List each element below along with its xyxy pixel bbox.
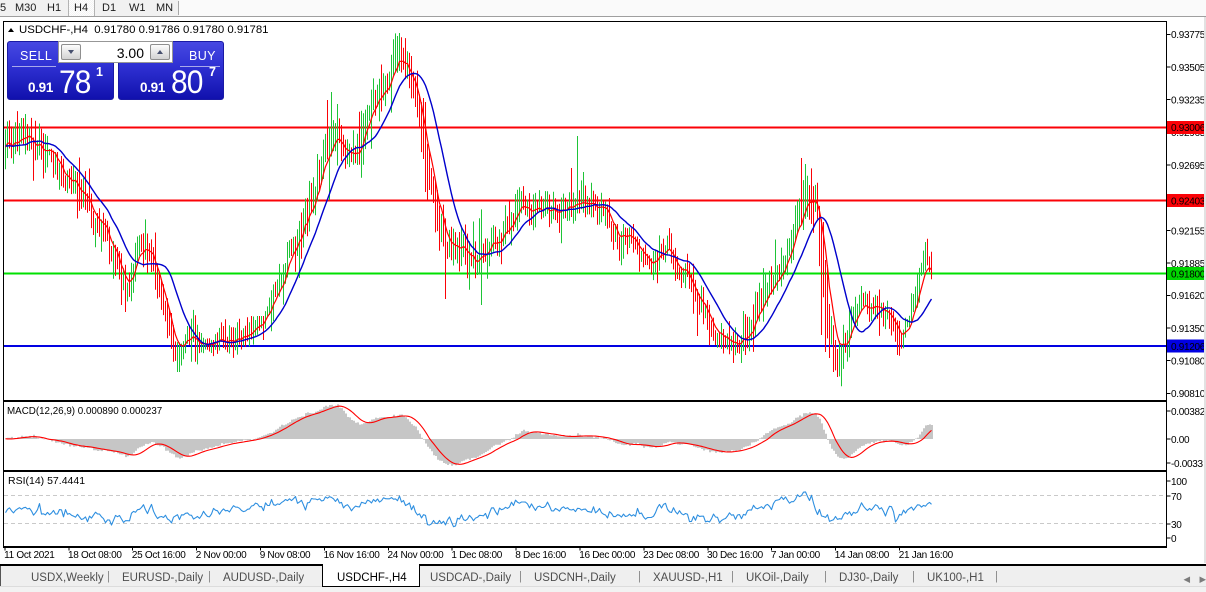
svg-text:0.93235: 0.93235 — [1171, 96, 1206, 107]
svg-text:0.92403: 0.92403 — [1171, 196, 1206, 207]
svg-text:30 Dec 16:00: 30 Dec 16:00 — [707, 550, 764, 561]
svg-text:70: 70 — [1171, 492, 1182, 503]
svg-text:0.92695: 0.92695 — [1171, 161, 1206, 172]
svg-text:23 Dec 08:00: 23 Dec 08:00 — [643, 550, 700, 561]
svg-text:24 Nov 00:00: 24 Nov 00:00 — [388, 550, 445, 561]
svg-text:21 Jan 16:00: 21 Jan 16:00 — [899, 550, 954, 561]
svg-text:0.91620: 0.91620 — [1171, 291, 1206, 302]
svg-text:14 Jan 08:00: 14 Jan 08:00 — [835, 550, 890, 561]
svg-text:0.91080: 0.91080 — [1171, 357, 1206, 368]
svg-text:0: 0 — [1171, 534, 1177, 545]
svg-text:11 Oct 2021: 11 Oct 2021 — [4, 550, 55, 561]
svg-text:8 Dec 16:00: 8 Dec 16:00 — [515, 550, 566, 561]
svg-text:100: 100 — [1171, 477, 1188, 488]
svg-text:18 Oct 08:00: 18 Oct 08:00 — [68, 550, 122, 561]
svg-text:1 Dec 08:00: 1 Dec 08:00 — [451, 550, 502, 561]
svg-text:0.93505: 0.93505 — [1171, 63, 1206, 74]
svg-text:7 Jan 00:00: 7 Jan 00:00 — [771, 550, 821, 561]
svg-text:0.90810: 0.90810 — [1171, 389, 1206, 400]
svg-text:0.91350: 0.91350 — [1171, 324, 1206, 335]
svg-text:2 Nov 00:00: 2 Nov 00:00 — [196, 550, 247, 561]
svg-text:0.00: 0.00 — [1171, 435, 1190, 446]
svg-text:0.91800: 0.91800 — [1171, 269, 1206, 280]
svg-text:-0.0033: -0.0033 — [1171, 459, 1204, 470]
svg-text:30: 30 — [1171, 520, 1182, 531]
svg-text:0.91206: 0.91206 — [1171, 342, 1206, 353]
svg-text:9 Nov 08:00: 9 Nov 08:00 — [260, 550, 311, 561]
svg-text:0.00382: 0.00382 — [1171, 407, 1206, 418]
svg-text:0.91885: 0.91885 — [1171, 259, 1206, 270]
svg-text:16 Nov 16:00: 16 Nov 16:00 — [324, 550, 381, 561]
svg-text:0.92155: 0.92155 — [1171, 226, 1206, 237]
svg-text:25 Oct 16:00: 25 Oct 16:00 — [132, 550, 186, 561]
svg-text:0.93006: 0.93006 — [1171, 123, 1206, 134]
svg-text:16 Dec 00:00: 16 Dec 00:00 — [579, 550, 636, 561]
svg-text:0.93775: 0.93775 — [1171, 30, 1206, 41]
